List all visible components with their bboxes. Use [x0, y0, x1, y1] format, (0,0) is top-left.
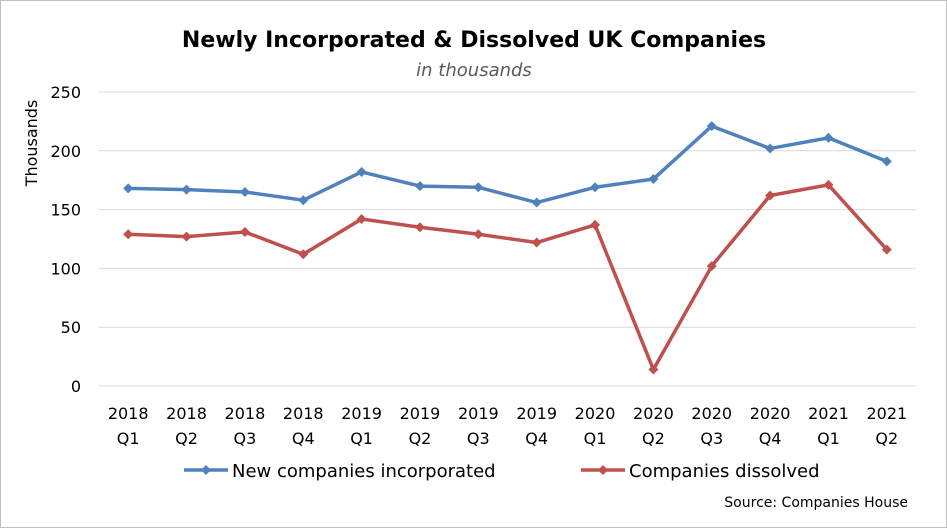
x-tick-quarter: Q3 — [700, 429, 723, 448]
x-tick-year: 2020 — [575, 404, 616, 423]
data-point — [298, 249, 309, 260]
data-point — [123, 183, 134, 194]
data-point — [181, 231, 192, 242]
data-point — [239, 226, 250, 237]
data-point — [881, 244, 892, 255]
legend: New companies incorporated Companies diss… — [184, 461, 820, 482]
data-point — [531, 237, 542, 248]
data-point — [706, 261, 717, 272]
x-tick-quarter: Q2 — [175, 429, 198, 448]
data-point — [356, 166, 367, 177]
x-tick-quarter: Q1 — [817, 429, 840, 448]
data-point — [123, 229, 134, 240]
data-point — [531, 197, 542, 208]
x-tick-year: 2020 — [691, 404, 732, 423]
y-tick-label: 50 — [61, 318, 81, 337]
data-point — [881, 156, 892, 167]
chart-title: Newly Incorporated & Dissolved UK Compan… — [182, 28, 766, 53]
data-point — [298, 195, 309, 206]
y-tick-label: 100 — [50, 259, 81, 278]
x-tick-quarter: Q4 — [525, 429, 548, 448]
legend-swatch-marker — [201, 465, 211, 475]
x-tick-quarter: Q2 — [642, 429, 665, 448]
x-tick-year: 2019 — [400, 404, 441, 423]
data-point — [414, 222, 425, 233]
data-point — [765, 143, 776, 154]
x-tick-year: 2019 — [341, 404, 382, 423]
x-tick-year: 2021 — [866, 404, 907, 423]
x-axis-ticks: 2018 Q1 2018 Q2 2018 Q3 2018 Q4 2019 Q1 2019 Q2 2019… — [108, 404, 907, 448]
x-tick-year: 2018 — [166, 404, 207, 423]
data-point — [181, 184, 192, 195]
x-tick-year: 2019 — [516, 404, 557, 423]
x-tick-year: 2018 — [283, 404, 324, 423]
data-point — [473, 229, 484, 240]
data-point — [356, 214, 367, 225]
data-point — [414, 181, 425, 192]
chart-subtitle: in thousands — [416, 60, 532, 81]
data-point — [823, 132, 834, 143]
source-note: Source: Companies House — [724, 495, 908, 511]
y-tick-label: 0 — [71, 377, 81, 396]
x-tick-year: 2020 — [750, 404, 791, 423]
x-tick-quarter: Q3 — [467, 429, 490, 448]
legend-label: New companies incorporated — [232, 461, 496, 482]
x-tick-quarter: Q4 — [292, 429, 315, 448]
data-point — [823, 179, 834, 190]
x-tick-quarter: Q4 — [759, 429, 782, 448]
data-point — [239, 186, 250, 197]
data-point — [590, 182, 601, 193]
data-point — [648, 364, 659, 375]
data-point — [706, 121, 717, 132]
x-tick-year: 2018 — [108, 404, 149, 423]
series-line-2 — [128, 183, 889, 372]
data-point — [765, 190, 776, 201]
data-point — [590, 219, 601, 230]
x-tick-quarter: Q2 — [875, 429, 898, 448]
legend-swatch-marker — [598, 465, 608, 475]
data-point — [648, 174, 659, 185]
x-tick-year: 2021 — [808, 404, 849, 423]
y-tick-label: 250 — [50, 83, 81, 102]
y-tick-label: 200 — [50, 142, 81, 161]
x-tick-quarter: Q2 — [409, 429, 432, 448]
series-line-1 — [128, 124, 888, 205]
x-tick-quarter: Q3 — [234, 429, 257, 448]
x-tick-quarter: Q1 — [584, 429, 607, 448]
x-tick-year: 2019 — [458, 404, 499, 423]
y-tick-label: 150 — [50, 201, 81, 220]
gridlines — [99, 91, 916, 387]
y-axis-ticks: 0 50 100 150 200 250 — [50, 83, 81, 396]
data-point — [473, 182, 484, 193]
y-axis-title: Thousands — [22, 100, 41, 188]
series-lines — [123, 121, 892, 375]
x-tick-quarter: Q1 — [350, 429, 373, 448]
x-tick-year: 2020 — [633, 404, 674, 423]
x-tick-quarter: Q1 — [117, 429, 140, 448]
x-tick-year: 2018 — [225, 404, 266, 423]
legend-label: Companies dissolved — [629, 461, 820, 482]
